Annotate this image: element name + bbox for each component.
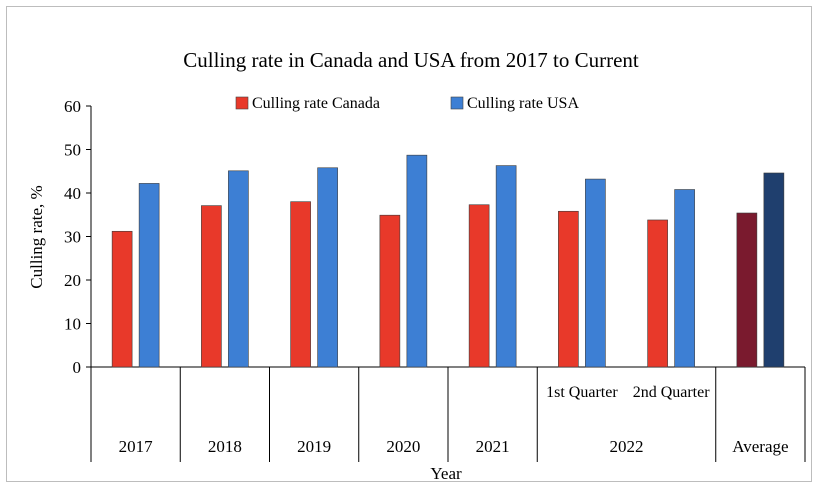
chart-title: Culling rate in Canada and USA from 2017…	[183, 48, 639, 72]
legend: Culling rate Canada Culling rate USA	[235, 95, 579, 112]
bar-usa-6	[674, 189, 695, 368]
bar-usa-3	[406, 154, 428, 368]
chart-frame: Culling rate in Canada and USA from 2017…	[6, 6, 812, 483]
y-tick-label: 0	[73, 358, 82, 377]
x-group-label: 2018	[208, 437, 242, 456]
x-category-labels: 2017 2018 2019 2020 2021 2022 Average 1st Quart…	[90, 367, 806, 462]
x-group-label: 2022	[610, 437, 644, 456]
bar-chart: Culling rate in Canada and USA from 2017…	[27, 48, 806, 483]
x-subcategory-label: 2nd Quarter	[633, 384, 711, 401]
bar-canada-7	[736, 212, 758, 368]
y-tick-label: 60	[64, 97, 81, 116]
x-group-label: 2021	[476, 437, 510, 456]
bar-canada-3	[379, 214, 401, 368]
x-axis-label: Year	[430, 464, 462, 483]
y-tick-label: 50	[64, 141, 81, 160]
bar-usa-7	[763, 172, 785, 368]
bar-canada-5	[558, 210, 579, 368]
bar-canada-1	[201, 205, 222, 368]
y-tick-label: 10	[64, 315, 81, 334]
bar-usa-4	[495, 165, 517, 368]
bar-canada-6	[647, 219, 668, 368]
bar-canada-2	[290, 201, 311, 368]
y-axis-label: Culling rate, %	[27, 185, 46, 288]
x-group-label: 2019	[297, 437, 331, 456]
x-group-label: Average	[732, 437, 788, 456]
legend-label-usa: Culling rate USA	[467, 95, 579, 112]
y-tick-label: 20	[64, 271, 81, 290]
legend-swatch-usa	[450, 96, 464, 110]
x-group-label: 2020	[386, 437, 420, 456]
bar-canada-0	[111, 230, 133, 368]
legend-label-canada: Culling rate Canada	[252, 95, 380, 112]
y-tick-label: 40	[64, 184, 81, 203]
y-tick-label: 30	[64, 228, 81, 247]
legend-swatch-canada	[235, 96, 249, 110]
bar-canada-4	[468, 204, 490, 368]
bar-usa-5	[585, 178, 606, 368]
bar-usa-1	[228, 170, 249, 368]
x-group-label: 2017	[119, 437, 154, 456]
bar-usa-2	[317, 167, 338, 368]
x-subcategory-label: 1st Quarter	[546, 384, 618, 401]
bars	[111, 154, 785, 368]
bar-usa-0	[138, 183, 160, 368]
